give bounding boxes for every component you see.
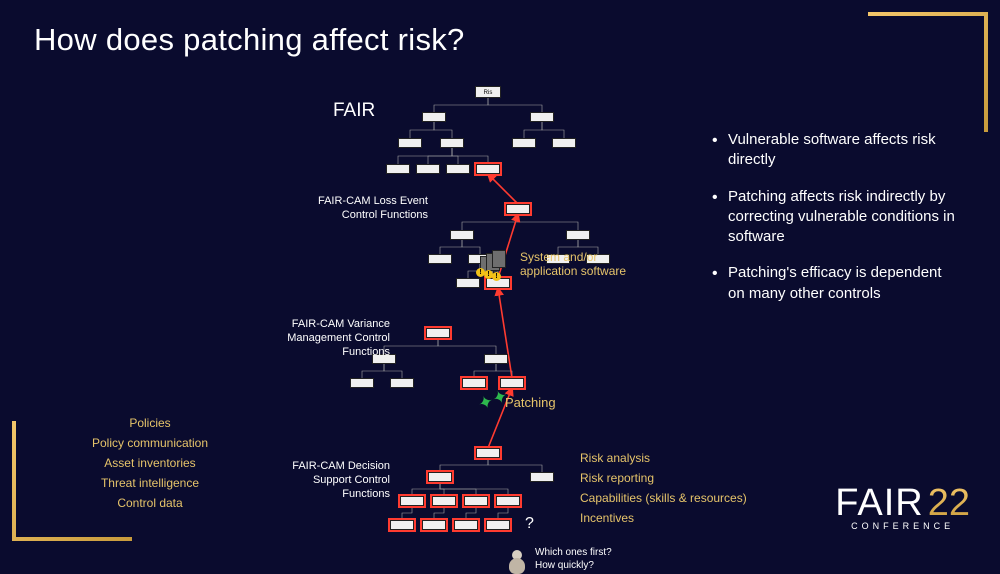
tree-node	[496, 496, 520, 506]
tree-node	[426, 328, 450, 338]
tree-node	[456, 278, 480, 288]
tree-node	[484, 354, 508, 364]
tree-node	[386, 164, 410, 174]
tree-node	[446, 164, 470, 174]
tree-node	[422, 112, 446, 122]
label-variance: FAIR-CAM VarianceManagement ControlFunct…	[240, 318, 390, 359]
page-title: How does patching affect risk?	[34, 22, 465, 58]
servers-icon: ! ! !	[480, 250, 510, 280]
tree-node	[462, 378, 486, 388]
bullet-item: Patching affects risk indirectly by corr…	[712, 187, 962, 248]
tree-node	[398, 138, 422, 148]
tree-node	[486, 520, 510, 530]
logo-sub: CONFERENCE	[835, 521, 970, 531]
tree-node	[350, 378, 374, 388]
left-item: Asset inventories	[60, 456, 240, 470]
bullet-item: Vulnerable software affects risk directl…	[712, 130, 962, 171]
logo-year: 22	[928, 482, 970, 525]
tree-node	[432, 496, 456, 506]
question-mark: ?	[525, 515, 534, 533]
right-item: Risk reporting	[580, 471, 800, 485]
right-item: Capabilities (skills & resources)	[580, 491, 800, 505]
tree-node	[428, 472, 452, 482]
tree-node	[390, 378, 414, 388]
left-item: Policies	[60, 416, 240, 430]
tree-node	[428, 254, 452, 264]
tree-node	[476, 448, 500, 458]
tree-node	[552, 138, 576, 148]
question-text: Which ones first?How quickly?	[535, 546, 612, 572]
label-system-software: System and/orapplication software	[520, 250, 626, 279]
tree-node	[506, 204, 530, 214]
brand-logo: FAIR 22 CONFERENCE	[835, 482, 970, 531]
tree-node	[416, 164, 440, 174]
pawn-icon	[508, 550, 526, 574]
right-item: Risk analysis	[580, 451, 800, 465]
tree-node	[476, 164, 500, 174]
label-decision: FAIR-CAM DecisionSupport ControlFunction…	[250, 460, 390, 501]
left-item: Control data	[60, 496, 240, 510]
tree-node	[400, 496, 424, 506]
tree-node	[450, 230, 474, 240]
tree-node	[530, 472, 554, 482]
tree-node	[530, 112, 554, 122]
tree-node	[440, 138, 464, 148]
tree-node	[464, 496, 488, 506]
tree-node	[422, 520, 446, 530]
tree-node	[390, 520, 414, 530]
diagram-stage: Ris FAIR FAIR-CAM Loss EventControl Func…	[0, 60, 720, 540]
bullet-item: Patching's efficacy is dependent on many…	[712, 263, 962, 304]
tree-node	[512, 138, 536, 148]
bullets-list: Vulnerable software affects risk directl…	[712, 130, 962, 320]
logo-brand: FAIR	[835, 482, 923, 525]
right-item: Incentives	[580, 511, 800, 525]
left-item: Threat intelligence	[60, 476, 240, 490]
left-item: Policy communication	[60, 436, 240, 450]
left-items: Policies Policy communication Asset invent…	[60, 410, 240, 516]
right-items: Risk analysis Risk reporting Capabilities …	[580, 445, 800, 531]
label-loss-event: FAIR-CAM Loss EventControl Functions	[288, 195, 428, 223]
label-patching: Patching	[505, 395, 556, 410]
tree-node	[566, 230, 590, 240]
fair-label: FAIR	[333, 100, 375, 122]
corner-decoration-tr	[868, 12, 988, 132]
tree-node	[454, 520, 478, 530]
tree-node: Ris	[475, 86, 501, 98]
